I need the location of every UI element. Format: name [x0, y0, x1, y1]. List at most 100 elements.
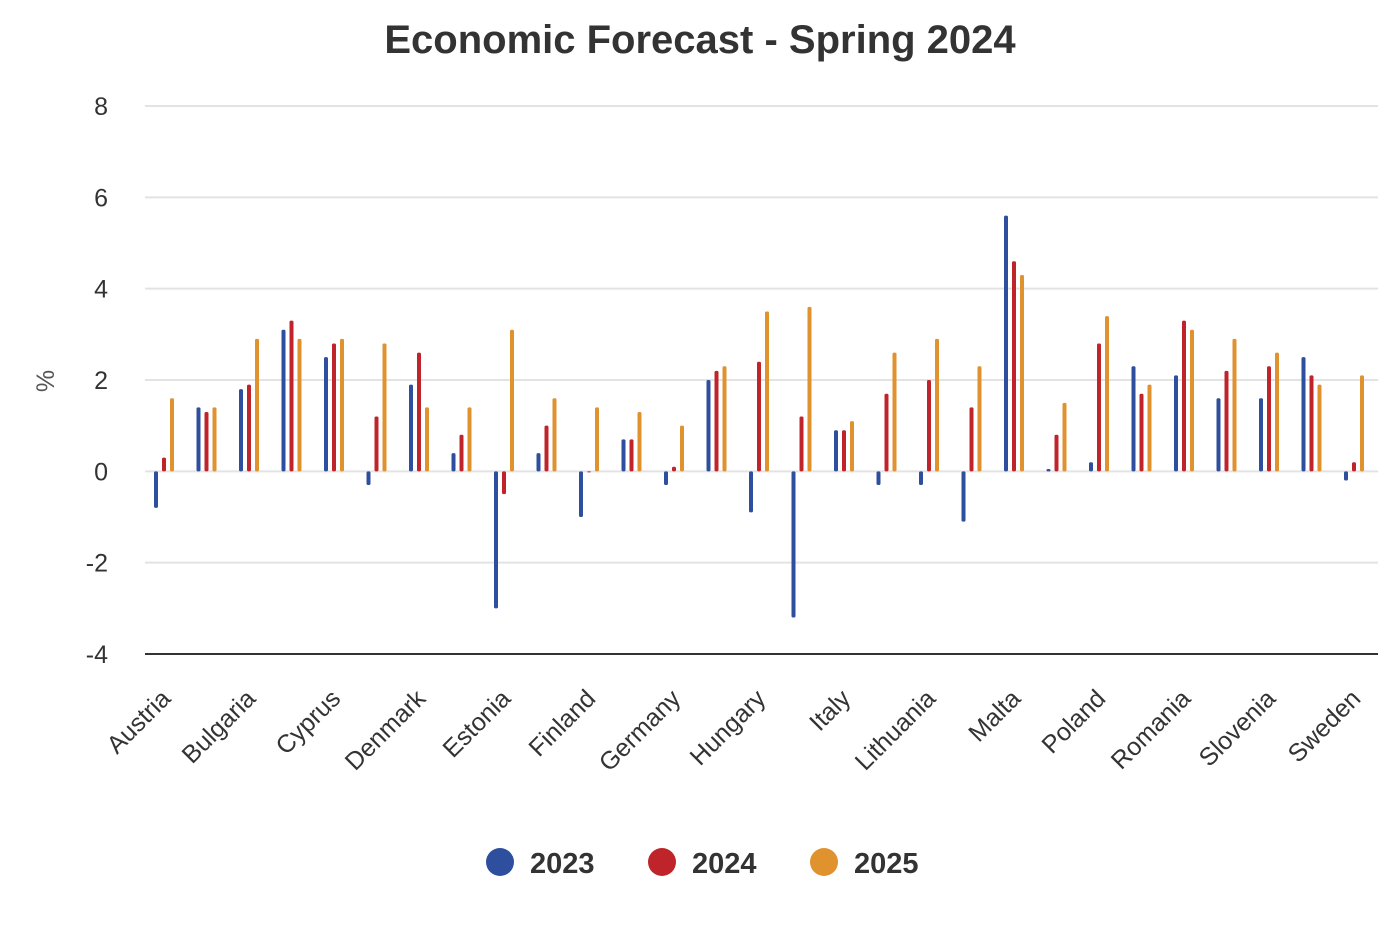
bar-2025-czechia[interactable] [382, 343, 387, 472]
bar-2023-netherlands[interactable] [706, 380, 711, 472]
bar-2025-latvia[interactable] [892, 352, 897, 472]
bar-2023-finland[interactable] [579, 471, 583, 517]
bar-2023-cyprus[interactable] [324, 357, 328, 472]
bar-2024-latvia[interactable] [884, 393, 889, 472]
x-tick-label-hungary: Hungary [685, 684, 772, 771]
bar-2023-germany[interactable] [664, 471, 668, 486]
bar-2023-romania[interactable] [1174, 375, 1178, 472]
bar-2025-france[interactable] [637, 411, 642, 472]
bar-2025-hungary[interactable] [765, 311, 769, 472]
legend-item-2023[interactable]: 2023 [486, 848, 595, 880]
bar-2025-portugal[interactable] [977, 366, 982, 472]
bar-2025-greece[interactable] [552, 398, 557, 472]
bar-2024-austria[interactable] [162, 457, 166, 472]
bar-2025-slovakia[interactable] [1062, 402, 1067, 472]
legend-swatch [648, 848, 676, 876]
bar-2025-belgium[interactable] [212, 407, 217, 472]
bar-2024-greece[interactable] [544, 425, 549, 472]
bar-2025-spain[interactable] [1147, 384, 1152, 472]
bar-2023-denmark[interactable] [409, 384, 413, 472]
bar-2024-slovenia[interactable] [1267, 366, 1271, 472]
bar-2024-romania[interactable] [1182, 320, 1186, 472]
bar-2023-hungary[interactable] [749, 471, 753, 513]
bar-2023-slovenia[interactable] [1259, 398, 1263, 472]
bar-2025-croatia[interactable] [297, 338, 302, 472]
bar-2024-hungary[interactable] [757, 361, 761, 472]
bar-2025-austria2[interactable] [1232, 338, 1237, 472]
bar-2023-slovakia[interactable] [1046, 469, 1051, 472]
bar-2023-luxembourg[interactable] [791, 471, 796, 618]
bar-2025-bulgaria[interactable] [255, 338, 259, 472]
bar-2023-austria[interactable] [154, 471, 158, 508]
bar-2023-portugal[interactable] [961, 471, 966, 522]
bar-2025-lithuania[interactable] [935, 338, 939, 472]
bar-2023-poland[interactable] [1089, 462, 1093, 472]
legend: 2023 2024 2025 [486, 848, 919, 880]
legend-item-2024[interactable]: 2024 [648, 848, 757, 880]
bar-2023-estonia[interactable] [494, 471, 498, 609]
y-tick-label: -4 [86, 641, 108, 669]
bar-2023-spain[interactable] [1131, 366, 1136, 472]
bar-2025-eu[interactable] [1317, 384, 1322, 472]
bar-2024-portugal[interactable] [969, 407, 974, 472]
bar-2024-germany[interactable] [672, 466, 676, 472]
bar-2025-luxembourg[interactable] [807, 306, 812, 472]
bar-2024-belgium[interactable] [204, 411, 209, 472]
bar-2023-italy[interactable] [834, 430, 838, 472]
x-tick-label-denmark: Denmark [340, 684, 432, 776]
bar-2025-cyprus[interactable] [340, 338, 344, 472]
bar-2025-netherlands[interactable] [722, 366, 727, 472]
bar-2024-austria2[interactable] [1224, 370, 1229, 472]
legend-item-2025[interactable]: 2025 [810, 848, 919, 880]
bar-2023-bulgaria[interactable] [239, 389, 243, 472]
bar-2024-denmark[interactable] [417, 352, 421, 472]
bar-2024-lithuania[interactable] [927, 380, 931, 472]
bar-2025-estonia[interactable] [510, 329, 514, 472]
bar-2025-malta[interactable] [1020, 274, 1024, 472]
bar-2023-malta[interactable] [1004, 215, 1008, 472]
bar-2023-croatia[interactable] [281, 329, 286, 472]
bar-2023-latvia[interactable] [876, 471, 881, 486]
bar-2025-denmark[interactable] [425, 407, 429, 472]
bar-2023-austria2[interactable] [1216, 398, 1221, 472]
bar-2024-czechia[interactable] [374, 416, 379, 472]
bar-2024-estonia[interactable] [502, 471, 506, 495]
bar-2023-greece[interactable] [536, 453, 541, 472]
bar-2024-slovakia[interactable] [1054, 434, 1059, 472]
bar-2023-lithuania[interactable] [919, 471, 923, 486]
legend-label: 2023 [530, 848, 595, 880]
bar-2023-eu[interactable] [1301, 357, 1306, 472]
bar-2024-luxembourg[interactable] [799, 416, 804, 472]
bar-2025-slovenia[interactable] [1275, 352, 1279, 472]
bar-2025-italy[interactable] [850, 421, 854, 472]
bar-2025-poland[interactable] [1105, 316, 1109, 472]
bar-2024-netherlands[interactable] [714, 370, 719, 472]
bar-2024-poland[interactable] [1097, 343, 1101, 472]
bar-2024-croatia[interactable] [289, 320, 294, 472]
bar-2024-cyprus[interactable] [332, 343, 336, 472]
bar-2024-spain[interactable] [1139, 393, 1144, 472]
bar-2024-malta[interactable] [1012, 261, 1016, 472]
bar-2023-france[interactable] [621, 439, 626, 472]
bar-2023-belgium[interactable] [196, 407, 201, 472]
bar-2025-ireland[interactable] [467, 407, 472, 472]
bar-2025-romania[interactable] [1190, 329, 1194, 472]
bar-2025-germany[interactable] [680, 425, 684, 472]
bar-2025-austria[interactable] [170, 398, 174, 472]
x-tick-label-estonia: Estonia [437, 684, 516, 763]
bar-2025-finland[interactable] [595, 407, 599, 472]
bar-2024-bulgaria[interactable] [247, 384, 251, 472]
bar-2024-finland[interactable] [587, 471, 591, 473]
bar-2025-sweden[interactable] [1360, 375, 1364, 472]
bar-2024-france[interactable] [629, 439, 634, 472]
bar-2024-ireland[interactable] [459, 434, 464, 472]
bar-2024-italy[interactable] [842, 430, 846, 472]
bar-2023-sweden[interactable] [1344, 471, 1348, 481]
y-tick-label: 6 [94, 184, 108, 212]
bar-2024-sweden[interactable] [1352, 462, 1356, 472]
y-tick-label: -2 [86, 550, 108, 578]
bar-2024-eu[interactable] [1309, 375, 1314, 472]
legend-swatch [810, 848, 838, 876]
bar-2023-czechia[interactable] [366, 471, 371, 486]
bar-2023-ireland[interactable] [451, 453, 456, 472]
